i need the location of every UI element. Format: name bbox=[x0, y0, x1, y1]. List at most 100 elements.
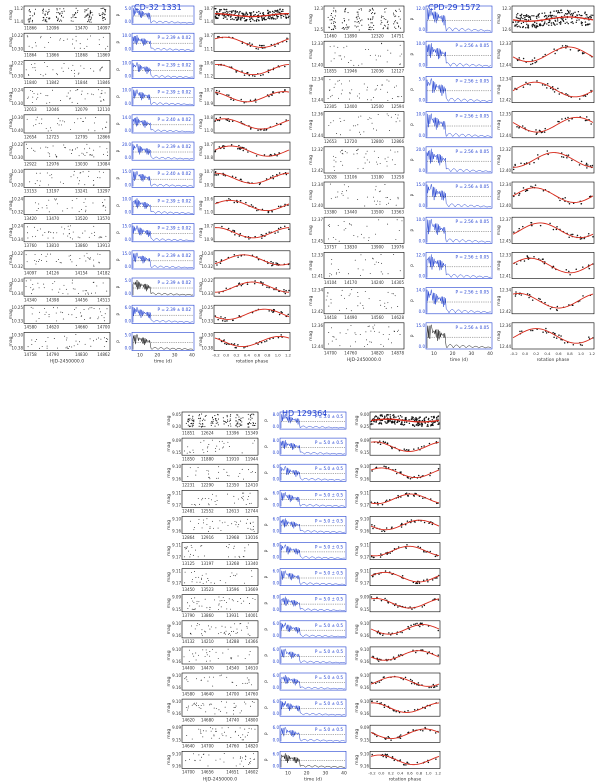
periodogram-ylabel: P bbox=[410, 53, 416, 56]
data-point bbox=[378, 331, 380, 333]
data-point bbox=[355, 150, 357, 151]
data-point bbox=[73, 14, 75, 16]
data-point bbox=[68, 255, 70, 257]
phase-point bbox=[403, 448, 406, 450]
data-point bbox=[251, 701, 253, 703]
periodogram-frame bbox=[131, 141, 195, 161]
data-point bbox=[234, 707, 236, 708]
data-point bbox=[215, 730, 217, 732]
phase-point bbox=[404, 417, 407, 419]
phase-point bbox=[215, 174, 218, 176]
block-title: CD-32 1331 bbox=[134, 3, 182, 12]
data-point bbox=[332, 120, 334, 122]
phase-point bbox=[261, 237, 263, 239]
phase-point bbox=[584, 12, 586, 14]
data-point bbox=[206, 652, 208, 654]
data-point bbox=[104, 14, 106, 16]
data-point bbox=[184, 571, 186, 573]
phase-point bbox=[282, 15, 285, 18]
data-point bbox=[47, 237, 49, 239]
data-point bbox=[241, 421, 243, 423]
lightcurve-xtick: 14700 bbox=[226, 691, 239, 696]
phase-point bbox=[220, 8, 222, 11]
data-point bbox=[243, 478, 244, 480]
data-point bbox=[340, 55, 342, 57]
data-point bbox=[351, 89, 353, 91]
data-point bbox=[210, 424, 212, 427]
period-xtick: 10 bbox=[285, 770, 291, 776]
data-point bbox=[356, 26, 358, 28]
lightcurve-xtick: 13268 bbox=[226, 561, 239, 566]
data-point bbox=[91, 11, 93, 13]
data-point bbox=[206, 447, 208, 449]
data-point bbox=[224, 706, 226, 708]
lightcurve-frame bbox=[23, 332, 111, 351]
data-point bbox=[243, 556, 245, 558]
phase-point bbox=[262, 282, 264, 284]
data-point bbox=[368, 48, 369, 50]
data-point bbox=[356, 21, 358, 23]
phase-point bbox=[371, 555, 373, 558]
data-point bbox=[215, 450, 217, 452]
data-point bbox=[218, 471, 220, 473]
data-point bbox=[40, 253, 42, 255]
lightcurve-xtick: 12400 bbox=[344, 104, 357, 109]
data-point bbox=[49, 155, 51, 157]
data-point bbox=[366, 339, 367, 341]
data-point bbox=[230, 608, 231, 610]
phase-point bbox=[254, 13, 256, 16]
data-point bbox=[379, 201, 381, 203]
data-point bbox=[206, 654, 208, 656]
phase-point bbox=[277, 231, 279, 233]
phase-point bbox=[267, 12, 270, 15]
data-point bbox=[244, 550, 246, 552]
fit-curve bbox=[370, 728, 440, 739]
phase-point bbox=[415, 651, 417, 654]
data-point bbox=[252, 442, 254, 444]
phase-point bbox=[520, 162, 522, 165]
lightcurve-xtick: 13106 bbox=[344, 174, 357, 179]
data-point bbox=[28, 8, 31, 11]
data-point bbox=[207, 450, 208, 452]
data-point bbox=[222, 735, 224, 736]
data-point bbox=[248, 763, 250, 765]
phase-ytick: 10.9 bbox=[204, 237, 213, 242]
periodogram-frame bbox=[279, 646, 347, 665]
data-point bbox=[214, 599, 215, 601]
data-point bbox=[193, 655, 195, 657]
phase-point bbox=[580, 160, 583, 163]
phase-point bbox=[376, 596, 378, 599]
data-point bbox=[63, 144, 65, 146]
periodogram-ytick: 5.0 bbox=[125, 6, 132, 11]
phase-point bbox=[255, 101, 257, 103]
phase-point bbox=[400, 423, 402, 425]
data-point bbox=[189, 758, 191, 760]
data-point bbox=[103, 99, 105, 101]
data-point bbox=[45, 18, 47, 20]
data-point bbox=[198, 422, 200, 424]
data-point bbox=[99, 236, 101, 238]
phase-point bbox=[256, 18, 258, 21]
lightcurve-ylabel: mag bbox=[9, 309, 14, 319]
data-point bbox=[241, 424, 243, 426]
phase-point bbox=[257, 48, 259, 50]
data-point bbox=[374, 330, 375, 332]
data-point bbox=[103, 153, 104, 155]
phase-point bbox=[373, 416, 376, 418]
data-point bbox=[103, 337, 105, 339]
phase-ytick: 11.0 bbox=[204, 128, 213, 133]
data-point bbox=[73, 174, 75, 176]
phase-point bbox=[561, 11, 563, 14]
phase-point bbox=[557, 120, 559, 123]
lightcurve-xtick: 12127 bbox=[391, 69, 404, 74]
data-point bbox=[251, 529, 253, 531]
data-point bbox=[29, 11, 31, 13]
phase-point bbox=[386, 753, 389, 756]
phase-point bbox=[252, 74, 254, 77]
lightcurve-xtick: 11850 bbox=[182, 457, 195, 462]
phase-point bbox=[550, 22, 553, 24]
data-point bbox=[39, 228, 41, 230]
data-point bbox=[235, 632, 237, 634]
data-point bbox=[371, 122, 373, 124]
